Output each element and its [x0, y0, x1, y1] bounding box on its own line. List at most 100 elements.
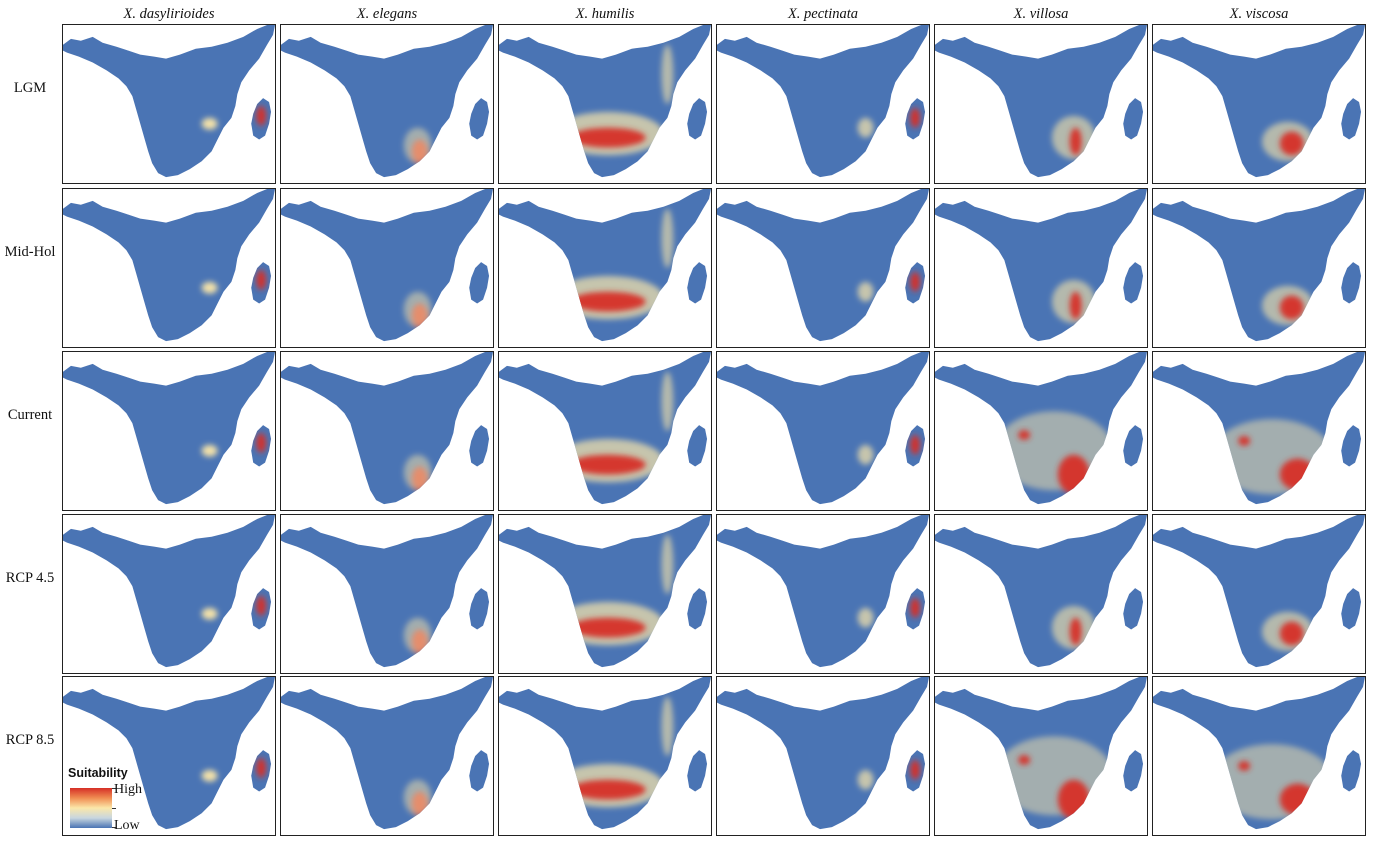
map-panel: [716, 351, 930, 511]
suitability-hotspot: [1069, 617, 1082, 646]
africa-land: [717, 677, 929, 830]
madagascar-land: [469, 750, 490, 792]
map-panel: [934, 514, 1148, 674]
africa-land: [1153, 25, 1365, 178]
africa-land: [281, 352, 493, 505]
map-panel: [498, 514, 712, 674]
suitability-hotspot: [1279, 621, 1304, 646]
suitability-hotspot: [201, 444, 218, 457]
row-label-4: RCP 8.5: [5, 732, 55, 748]
suitability-hotspot: [570, 291, 646, 312]
map-panel: [62, 351, 276, 511]
suitability-hotspot: [661, 44, 674, 104]
map-panel: [498, 351, 712, 511]
column-header-2: X. humilis: [575, 6, 635, 22]
madagascar-land: [469, 588, 490, 630]
suitability-map: [717, 352, 929, 510]
suitability-hotspot: [910, 434, 921, 455]
legend-tick-mid: [112, 808, 116, 809]
madagascar-land: [1123, 98, 1144, 140]
suitability-hotspot: [857, 281, 874, 302]
map-panel: [280, 351, 494, 511]
africa-land: [499, 515, 711, 668]
row-label-0: LGM: [13, 80, 47, 96]
map-panel: [934, 24, 1148, 184]
suitability-hotspot: [256, 595, 267, 616]
suitability-map: [717, 25, 929, 183]
suitability-hotspot: [1279, 131, 1304, 156]
suitability-hotspot: [201, 117, 218, 130]
suitability-map: [281, 25, 493, 183]
map-panel: [498, 676, 712, 836]
africa-land: [717, 352, 929, 505]
madagascar-land: [1341, 750, 1362, 792]
suitability-hotspot: [1279, 295, 1304, 320]
suitability-hotspot: [256, 269, 267, 290]
suitability-map: [499, 189, 711, 347]
suitability-legend: Suitability High Low: [66, 764, 176, 836]
madagascar-land: [469, 98, 490, 140]
africa-land: [63, 189, 275, 342]
africa-land: [499, 189, 711, 342]
suitability-hotspot: [857, 444, 874, 465]
africa-land: [281, 189, 493, 342]
suitability-hotspot: [1069, 291, 1082, 320]
suitability-map: [63, 352, 275, 510]
africa-land: [499, 352, 711, 505]
map-panel: [280, 676, 494, 836]
suitability-map: [1153, 352, 1365, 510]
column-header-1: X. elegans: [356, 6, 418, 22]
africa-land: [499, 25, 711, 178]
map-panel: [716, 24, 930, 184]
suitability-map: [1153, 515, 1365, 673]
suitability-hotspot: [910, 597, 921, 618]
madagascar-land: [469, 262, 490, 304]
madagascar-land: [469, 425, 490, 467]
suitability-map: [935, 352, 1147, 510]
suitability-map: [717, 677, 929, 835]
legend-low-label: Low: [114, 818, 140, 833]
suitability-hotspot: [1018, 755, 1031, 765]
africa-land: [935, 189, 1147, 342]
africa-land: [935, 25, 1147, 178]
suitability-hotspot: [570, 127, 646, 148]
suitability-hotspot: [910, 107, 921, 128]
suitability-map: [63, 189, 275, 347]
legend-tick-high: [112, 788, 116, 789]
map-panel: [1152, 514, 1366, 674]
suitability-hotspot: [857, 117, 874, 138]
map-panel: [498, 24, 712, 184]
suitability-hotspot: [910, 271, 921, 292]
suitability-map: [499, 25, 711, 183]
suitability-hotspot: [857, 769, 874, 790]
row-label-1: Mid-Hol: [4, 244, 56, 260]
suitability-hotspot: [201, 769, 218, 782]
africa-land: [281, 25, 493, 178]
suitability-map: [1153, 677, 1365, 835]
map-panel: [934, 676, 1148, 836]
africa-land: [1153, 515, 1365, 668]
column-header-4: X. villosa: [1013, 6, 1069, 22]
map-panel: [62, 24, 276, 184]
suitability-hotspot: [1238, 760, 1251, 771]
map-panel: [1152, 24, 1366, 184]
suitability-hotspot: [1069, 127, 1082, 156]
suitability-hotspot: [570, 779, 646, 800]
map-panel: [934, 188, 1148, 348]
africa-land: [63, 677, 275, 830]
suitability-hotspot: [661, 534, 674, 594]
africa-land: [63, 352, 275, 505]
africa-land: [63, 25, 275, 178]
suitability-hotspot: [201, 281, 218, 294]
madagascar-land: [687, 588, 708, 630]
legend-high-label: High: [114, 782, 142, 797]
madagascar-land: [1341, 588, 1362, 630]
map-panel: [280, 514, 494, 674]
madagascar-land: [1123, 425, 1144, 467]
suitability-hotspot: [403, 454, 432, 491]
suitability-hotspot: [256, 105, 267, 126]
madagascar-land: [1123, 750, 1144, 792]
suitability-map: [935, 25, 1147, 183]
suitability-hotspot: [256, 757, 267, 778]
map-panel: [1152, 188, 1366, 348]
